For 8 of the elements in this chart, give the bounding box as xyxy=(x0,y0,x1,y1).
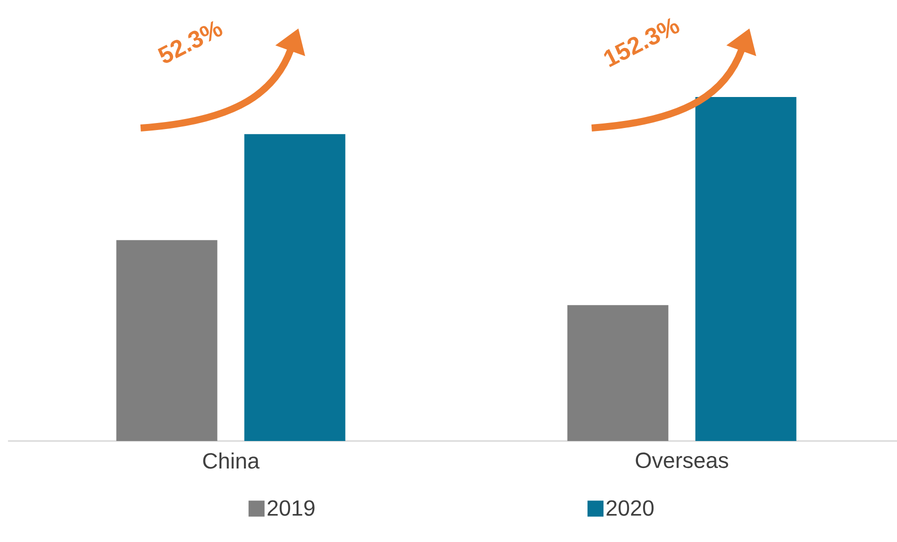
bar xyxy=(695,97,796,442)
x-tick-label: China xyxy=(203,452,260,469)
bar xyxy=(567,305,668,442)
x-tick-label: Overseas xyxy=(636,452,728,468)
legend-label: 2020 xyxy=(606,500,654,516)
legend-label: 2019 xyxy=(268,500,314,516)
bar xyxy=(116,240,218,442)
bar xyxy=(244,134,346,442)
